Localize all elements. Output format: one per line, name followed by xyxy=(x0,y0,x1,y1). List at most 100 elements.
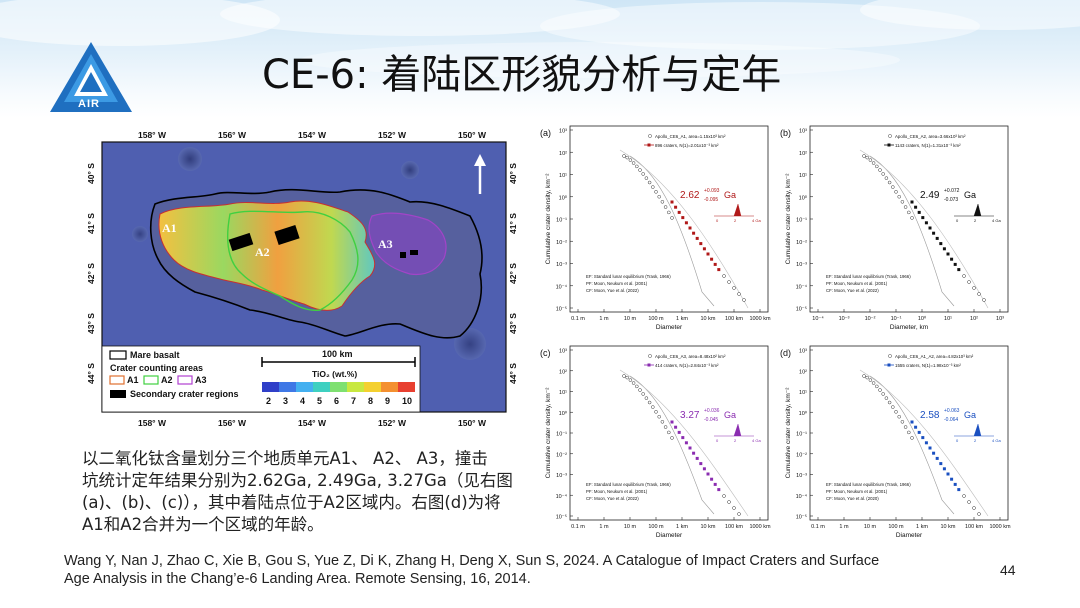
x-tick-label: 100 km xyxy=(965,524,983,530)
description-line: A1和A2合并为一个区域的年龄。 xyxy=(82,515,324,534)
crater-bin-open xyxy=(982,298,986,302)
crater-bin-open xyxy=(972,506,976,510)
model-age-unit: Ga xyxy=(724,410,736,420)
unit-label-a3: A3 xyxy=(378,237,393,251)
x-tick-label: 0.1 m xyxy=(811,524,825,530)
x-tick-label: 100 m xyxy=(888,524,904,530)
x-tick-label: 100 km xyxy=(725,316,743,322)
lat-tick-label: 42° S xyxy=(508,263,518,284)
tio2-color-swatch xyxy=(398,382,415,392)
y-tick-label: 10⁻³ xyxy=(556,262,567,268)
y-tick-label: 10⁻² xyxy=(556,240,567,246)
crater-bin-fit xyxy=(914,205,918,209)
tio2-tick-label: 2 xyxy=(266,396,271,406)
crater-bin-open xyxy=(742,298,746,302)
crater-bin-fit xyxy=(950,257,954,261)
model-age-plus: +0.093 xyxy=(704,188,720,194)
crater-bin-fit xyxy=(692,451,696,455)
crater-bin-open xyxy=(894,410,898,414)
y-tick-label: 10⁻⁵ xyxy=(556,514,567,521)
crater-bin-open xyxy=(722,494,726,498)
citation: Wang Y, Nan J, Zhao C, Xie B, Gou S, Yue… xyxy=(64,552,1004,588)
crater-bin-open xyxy=(887,400,892,405)
lon-tick-label: 158° W xyxy=(138,130,167,140)
plot-a: (a) 10³ 10² 10¹ 10⁰ 10⁻¹ 10⁻² 10⁻³ 10⁻⁴ 10⁻⁵ 0.1 m… xyxy=(536,120,776,338)
model-age: 2.58 xyxy=(920,410,940,421)
y-tick-label: 10⁻² xyxy=(556,452,567,458)
plot-frame xyxy=(809,125,1009,313)
function-note: PF: Moon, Neukum et al. (2001) xyxy=(586,489,648,494)
y-tick-label: 10⁻¹ xyxy=(796,218,807,224)
y-tick-label: 10⁻¹ xyxy=(556,218,567,224)
crater-bin-fit xyxy=(713,262,717,266)
page-number: 44 xyxy=(1000,562,1016,578)
x-tick-label: 100 m xyxy=(648,524,664,530)
crater-bin-fit xyxy=(670,200,674,204)
legend-craters: 896 craters, N(1)=2.01x10⁻³ km² xyxy=(655,143,719,148)
crater-bin-fit xyxy=(688,226,692,230)
x-tick-label: 1 m xyxy=(599,316,609,322)
mini-axis-label: 2 xyxy=(974,438,977,443)
x-tick-label: 1 m xyxy=(839,524,849,530)
legend-area: Apollo_CE6_A1_A2, area=4.82x10³ km² xyxy=(895,354,974,359)
lon-tick-label: 156° W xyxy=(218,130,247,140)
crater-bin-fit xyxy=(910,420,914,424)
crater-bin-fit xyxy=(717,268,721,272)
logo-text: AIR xyxy=(78,98,100,110)
crater-bin-open xyxy=(875,164,879,169)
y-tick-label: 10³ xyxy=(799,129,807,135)
y-tick-label: 10⁻² xyxy=(796,452,807,458)
crater-bin-fit xyxy=(924,441,928,445)
crater-bin-fit xyxy=(684,221,688,225)
crater-bin-open xyxy=(977,292,981,296)
y-tick-label: 10⁻⁴ xyxy=(796,493,808,500)
crater-bin-fit xyxy=(953,482,957,486)
crater-bin-open xyxy=(638,168,642,172)
crater-bin-fit xyxy=(670,420,674,424)
age-probability-peak xyxy=(733,203,742,217)
crater-bin-open xyxy=(972,286,976,290)
y-tick-label: 10³ xyxy=(559,349,567,355)
mini-axis-label: 4 Ga xyxy=(992,438,1001,443)
crater-bin-open xyxy=(622,374,626,378)
function-note: EF: Standard lunar equilibrium (Trask, 1… xyxy=(826,482,911,487)
crater-bin-open xyxy=(727,500,731,504)
age-probability-peak xyxy=(973,423,982,437)
crater-bin-open xyxy=(881,172,885,176)
x-tick-label: 10⁻³ xyxy=(839,316,850,322)
lat-tick-label: 41° S xyxy=(508,213,518,234)
y-tick-label: 10⁻¹ xyxy=(796,432,807,438)
lat-tick-label: 44° S xyxy=(508,363,518,384)
crater-bin-open xyxy=(900,200,905,204)
crater-bin-open xyxy=(871,381,876,385)
x-axis-label: Diameter xyxy=(656,324,683,331)
crater-bin-open xyxy=(868,158,873,162)
crater-data-points xyxy=(622,154,746,302)
x-tick-label: 0.1 m xyxy=(571,316,585,322)
model-age-minus: -0.073 xyxy=(944,197,958,203)
tio2-color-swatch xyxy=(347,382,364,392)
crater-bin-open xyxy=(625,375,629,380)
model-age-plus: +0.072 xyxy=(944,188,960,194)
lon-tick-label: 158° W xyxy=(138,418,167,428)
crater-data-points xyxy=(862,374,981,516)
crater-bin-fit xyxy=(932,451,936,455)
crater-bin-fit xyxy=(702,247,706,251)
citation-line: Age Analysis in the Chang’e-6 Landing Ar… xyxy=(64,571,531,587)
crater-bin-open xyxy=(910,436,914,440)
model-age-minus: -0.045 xyxy=(704,417,718,423)
crater-bin-fit xyxy=(928,226,932,230)
crater-bin-fit xyxy=(692,231,696,235)
crater-bin-open xyxy=(644,396,649,400)
y-tick-label: 10⁰ xyxy=(559,410,568,417)
crater-bin-open xyxy=(667,430,671,435)
crater-bin-open xyxy=(657,194,661,199)
x-tick-label: 10 m xyxy=(624,524,637,530)
crater-bin-fit xyxy=(699,462,703,466)
tio2-color-swatch xyxy=(381,382,398,392)
crater-bin-open xyxy=(660,420,665,424)
lon-tick-label: 154° W xyxy=(298,130,327,140)
x-tick-label: 10 km xyxy=(701,316,716,322)
x-tick-label: 1 km xyxy=(676,524,688,530)
